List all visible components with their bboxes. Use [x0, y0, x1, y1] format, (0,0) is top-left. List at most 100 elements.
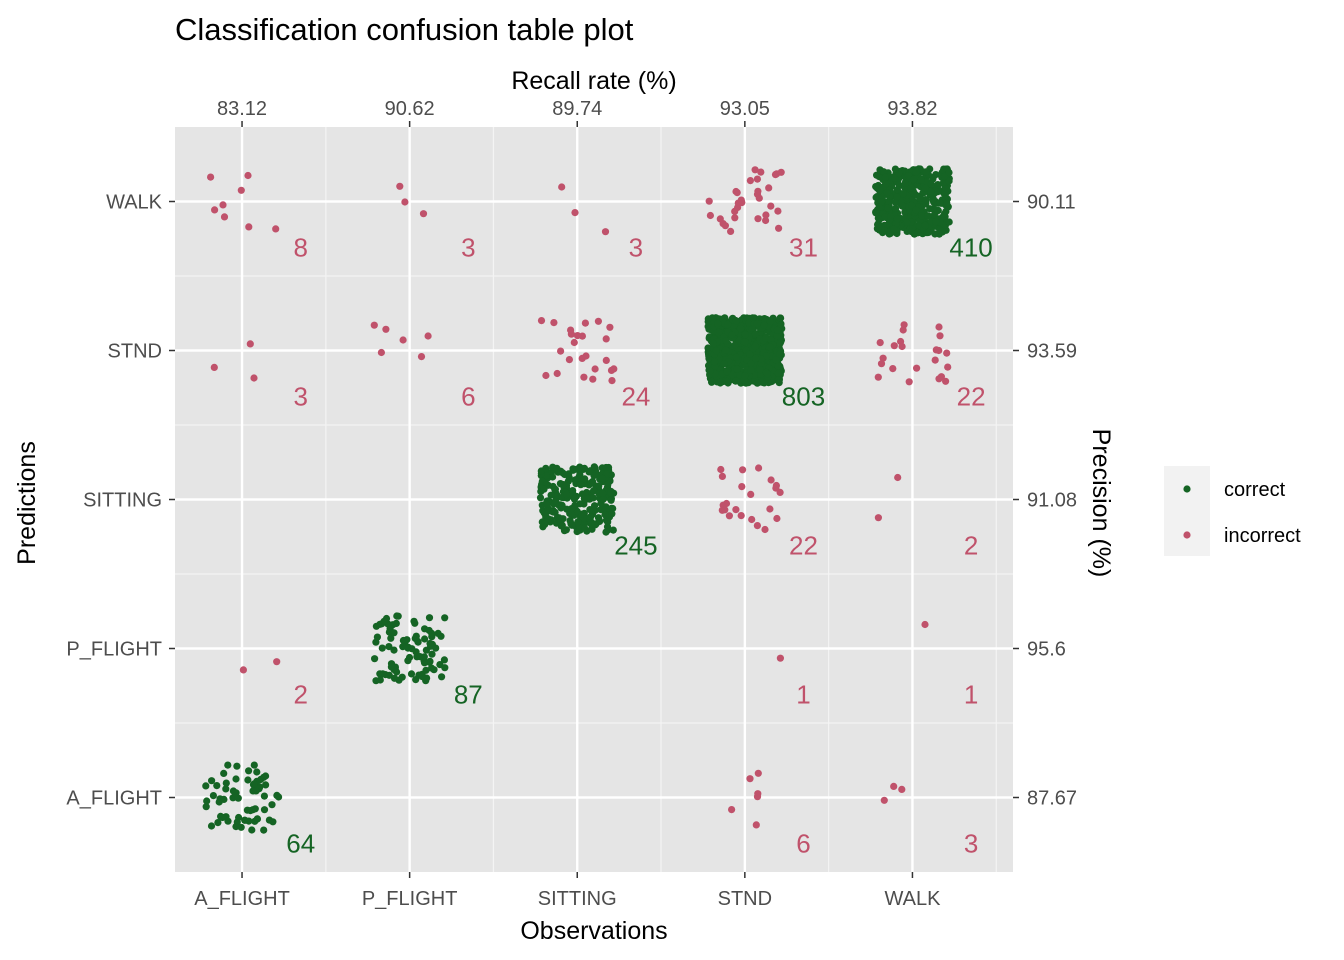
point-incorrect — [237, 186, 245, 194]
point-correct — [578, 510, 586, 518]
point-correct — [607, 496, 615, 504]
point-correct — [747, 359, 755, 368]
point-correct — [711, 358, 719, 366]
point-correct — [887, 213, 895, 221]
point-correct — [881, 173, 890, 181]
point-correct — [577, 481, 585, 489]
point-correct — [549, 508, 557, 516]
point-correct — [549, 482, 557, 491]
point-correct — [565, 473, 573, 481]
point-correct — [926, 205, 934, 213]
recall-tick-label: 93.82 — [887, 98, 937, 120]
point-incorrect — [753, 522, 762, 530]
count-label: 8 — [293, 233, 307, 263]
point-incorrect — [567, 326, 575, 334]
point-correct — [890, 225, 898, 233]
point-correct — [883, 189, 891, 197]
point-correct — [385, 671, 393, 679]
points — [202, 165, 953, 834]
point-correct — [570, 495, 579, 503]
point-correct — [203, 797, 211, 805]
point-correct — [918, 212, 926, 220]
point-correct — [904, 172, 913, 180]
point-incorrect — [732, 187, 740, 196]
point-correct — [248, 826, 256, 834]
point-incorrect — [220, 213, 229, 221]
point-correct — [587, 479, 595, 487]
point-correct — [563, 490, 571, 499]
point-incorrect — [542, 371, 550, 380]
point-correct — [604, 480, 612, 489]
point-correct — [891, 174, 899, 182]
point-incorrect — [944, 363, 952, 371]
point-correct — [898, 202, 906, 210]
point-correct — [945, 177, 953, 185]
point-correct — [249, 787, 257, 795]
point-correct — [426, 639, 434, 648]
point-correct — [881, 180, 890, 188]
point-incorrect — [382, 325, 390, 333]
point-correct — [590, 463, 598, 471]
point-incorrect — [565, 356, 574, 364]
point-correct — [945, 168, 953, 177]
recall-tick-label: 89.74 — [552, 98, 602, 120]
point-correct — [434, 629, 442, 638]
point-incorrect — [601, 228, 610, 236]
point-correct — [907, 184, 915, 192]
point-correct — [371, 655, 379, 663]
point-incorrect — [602, 356, 610, 364]
point-correct — [249, 806, 257, 814]
x-tick-label: SITTING — [538, 888, 617, 910]
point-correct — [751, 342, 759, 350]
point-correct — [774, 362, 782, 370]
point-correct — [921, 221, 929, 229]
point-correct — [407, 670, 416, 678]
point-correct — [599, 495, 607, 503]
point-correct — [922, 168, 930, 176]
point-incorrect — [250, 374, 258, 382]
point-correct — [232, 775, 240, 783]
count-label: 3 — [293, 382, 307, 412]
point-correct — [602, 463, 610, 472]
point-correct — [773, 326, 782, 334]
point-correct — [586, 506, 594, 514]
point-correct — [244, 776, 252, 784]
point-correct — [222, 779, 230, 787]
point-correct — [398, 673, 406, 681]
point-correct — [378, 644, 386, 652]
point-incorrect — [761, 525, 769, 534]
point-incorrect — [754, 187, 762, 195]
grid-lines — [175, 127, 1013, 872]
point-correct — [943, 199, 951, 207]
point-incorrect — [580, 373, 588, 381]
point-incorrect — [608, 377, 616, 385]
point-incorrect — [889, 365, 897, 373]
point-incorrect — [890, 342, 898, 350]
point-correct — [601, 510, 609, 519]
x-tick-label: A_FLIGHT — [194, 888, 290, 910]
point-correct — [712, 347, 720, 355]
point-incorrect — [370, 321, 378, 329]
count-label: 3 — [629, 233, 643, 263]
point-correct — [720, 360, 728, 368]
point-correct — [722, 346, 730, 354]
point-correct — [428, 650, 436, 658]
point-correct — [576, 471, 584, 479]
point-correct — [385, 643, 393, 651]
x-axis-title: Observations — [520, 917, 667, 945]
point-correct — [732, 377, 740, 385]
point-correct — [756, 366, 764, 374]
point-incorrect — [754, 769, 762, 777]
point-correct — [237, 823, 245, 831]
point-correct — [607, 489, 615, 497]
point-incorrect — [589, 375, 597, 383]
point-correct — [231, 789, 239, 797]
point-correct — [927, 187, 935, 195]
point-incorrect — [737, 196, 745, 204]
point-correct — [260, 806, 269, 814]
point-correct — [745, 319, 753, 327]
point-incorrect — [775, 224, 783, 232]
point-incorrect — [396, 182, 404, 190]
point-correct — [220, 769, 228, 778]
point-correct — [218, 813, 227, 822]
